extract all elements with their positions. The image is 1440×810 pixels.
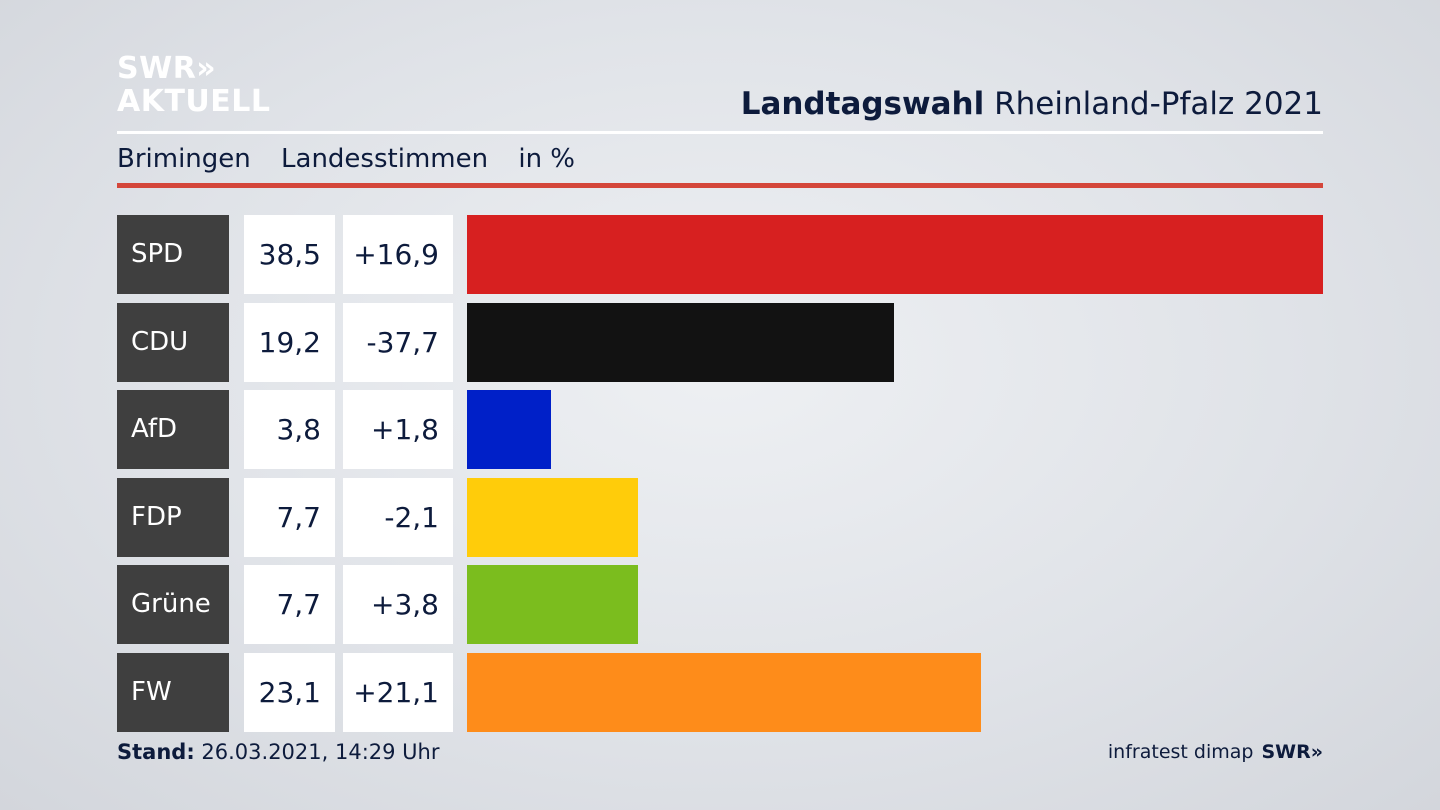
chart-row: AfD 3,8 +1,8: [117, 390, 1323, 469]
diff-label: -37,7: [343, 302, 453, 382]
party-label: FDP: [117, 477, 229, 557]
timestamp: Stand: 26.03.2021, 14:29 Uhr: [117, 740, 440, 764]
chart-row: FDP 7,7 -2,1: [117, 477, 1323, 557]
bar: [467, 302, 894, 382]
title-bold: Landtagswahl: [740, 86, 985, 122]
source-label: infratest dimap: [1107, 741, 1254, 763]
chart-row: Grüne 7,7 +3,8: [117, 565, 1323, 644]
party-label: FW: [117, 652, 229, 732]
stand-value: 26.03.2021, 14:29 Uhr: [194, 740, 440, 764]
party-label: Grüne: [117, 565, 229, 644]
subtitle-divider: [117, 183, 1323, 188]
value-label: 3,8: [244, 390, 335, 469]
chart-row: SPD 38,5 +16,9: [117, 215, 1323, 294]
chart-row: FW 23,1 +21,1: [117, 652, 1323, 732]
bar: [467, 215, 1323, 294]
logo-line-1: SWR»: [117, 51, 217, 86]
diff-label: +3,8: [343, 565, 453, 644]
logo-line-2: AKTUELL: [117, 84, 271, 119]
title-rest: Rheinland-Pfalz 2021: [984, 86, 1323, 122]
value-label: 7,7: [244, 477, 335, 557]
bar: [467, 390, 552, 469]
diff-label: +16,9: [343, 215, 453, 294]
value-label: 23,1: [244, 652, 335, 732]
bar: [467, 565, 639, 644]
diff-label: +1,8: [343, 390, 453, 469]
value-label: 19,2: [244, 302, 335, 382]
swr-brand-logo: SWR»: [1261, 741, 1323, 763]
party-label: SPD: [117, 215, 229, 294]
chart-row: CDU 19,2 -37,7: [117, 302, 1323, 382]
value-label: 7,7: [244, 565, 335, 644]
party-label: AfD: [117, 390, 229, 469]
subtitle-unit: in %: [518, 144, 576, 174]
party-label: CDU: [117, 302, 229, 382]
chart-title: Landtagswahl Rheinland-Pfalz 2021: [741, 86, 1323, 122]
value-label: 38,5: [244, 215, 335, 294]
diff-label: +21,1: [343, 652, 453, 732]
header-divider: [117, 131, 1323, 134]
chart-subtitle: Brimingen Landesstimmen in %: [117, 144, 597, 174]
source-credit: infratest dimap SWR»: [1108, 741, 1323, 763]
stand-label: Stand:: [117, 740, 195, 764]
swr-aktuell-logo: SWR» AKTUELL: [117, 54, 271, 117]
bar: [467, 652, 981, 732]
subtitle-place: Brimingen: [117, 144, 251, 174]
diff-label: -2,1: [343, 477, 453, 557]
subtitle-type: Landesstimmen: [281, 144, 489, 174]
bar: [467, 477, 639, 557]
